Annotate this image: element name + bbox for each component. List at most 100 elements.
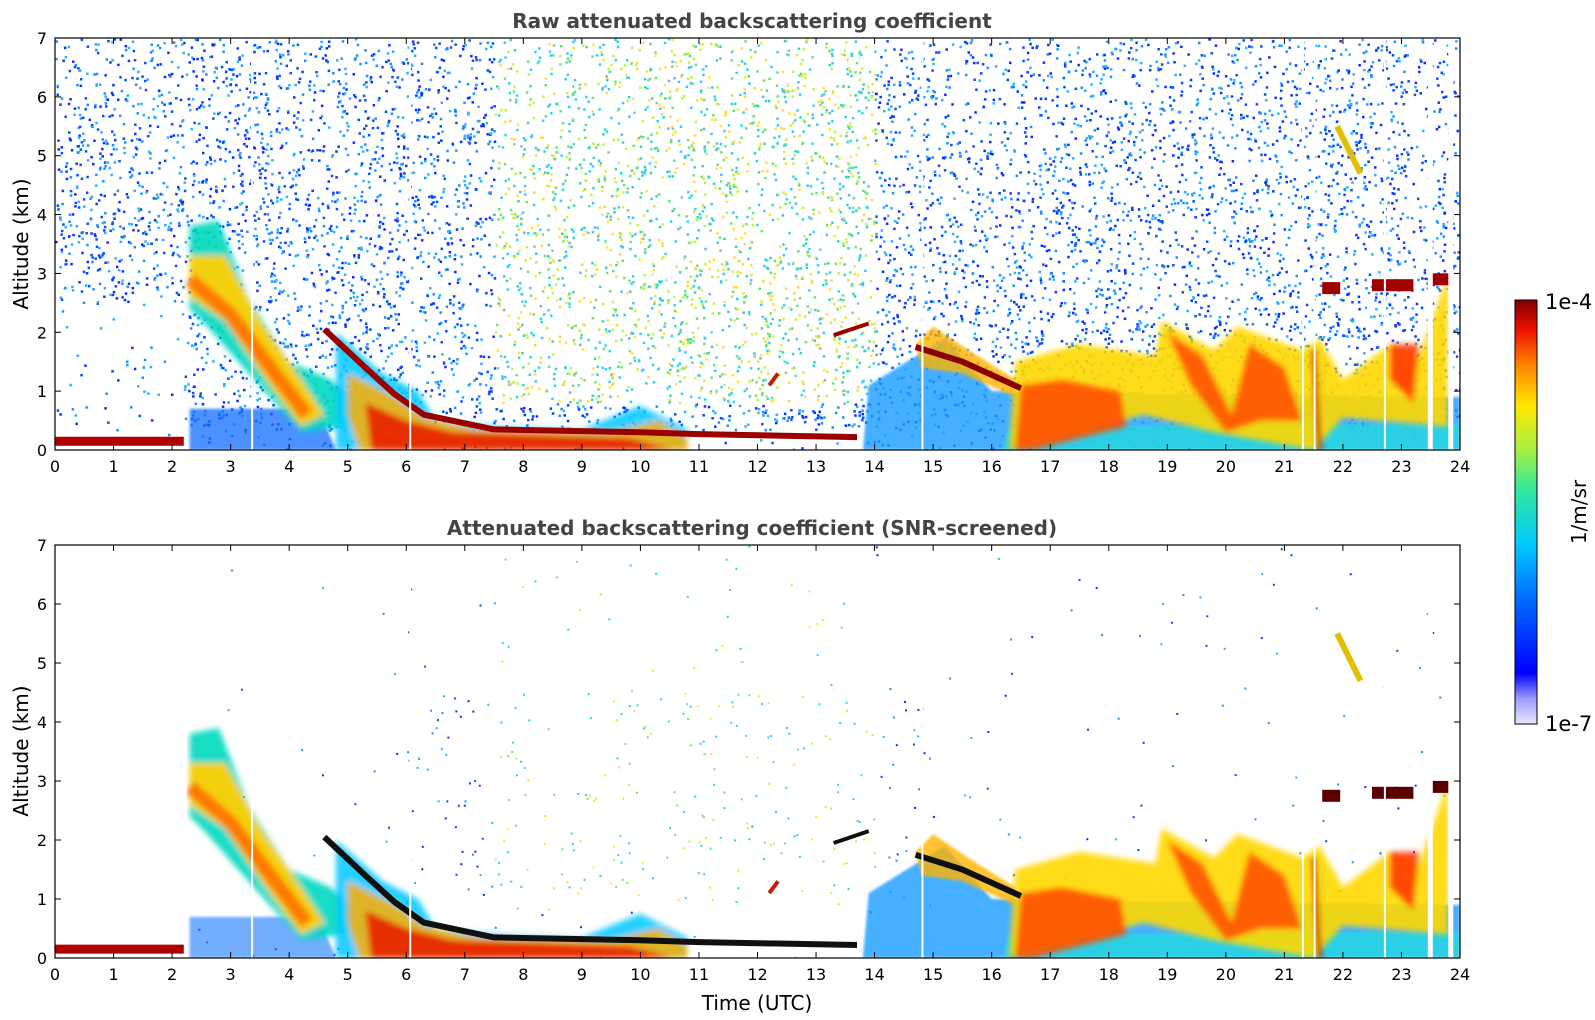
panel1-noise-speck	[543, 150, 546, 153]
panel1-noise-speck	[832, 382, 835, 385]
panel1-noise-speck	[386, 273, 389, 276]
panel1-noise-speck	[195, 347, 198, 351]
panel1-noise-speck	[1067, 243, 1070, 247]
panel1-noise-speck	[816, 263, 820, 267]
panel1-noise-speck	[783, 39, 787, 43]
panel1-noise-speck	[1266, 278, 1269, 281]
panel1-noise-speck	[889, 279, 892, 282]
panel1-noise-speck	[881, 308, 885, 312]
panel1-noise-speck	[1290, 94, 1293, 97]
panel1-noise-speck	[885, 253, 888, 257]
panel1-noise-speck	[1103, 59, 1107, 62]
panel1-noise-speck	[1153, 183, 1157, 187]
panel1-noise-speck	[1007, 314, 1010, 317]
panel1-noise-speck	[1094, 239, 1098, 242]
panel1-noise-speck	[750, 263, 753, 267]
panel1-noise-speck	[879, 75, 883, 78]
panel1-noise-speck	[257, 263, 261, 266]
panel1-noise-speck	[901, 213, 905, 216]
panel1-noise-speck	[1316, 85, 1319, 88]
panel1-noise-speck	[881, 347, 885, 350]
panel1-noise-speck	[390, 65, 393, 69]
panel1-noise-speck	[1089, 119, 1092, 122]
panel1-noise-speck	[791, 416, 794, 419]
panel1-noise-speck	[1358, 308, 1361, 311]
panel1-noise-speck	[394, 219, 397, 222]
panel1-noise-speck	[1256, 225, 1259, 228]
panel1-noise-speck	[604, 170, 608, 173]
panel1-noise-speck	[937, 51, 941, 54]
panel1-noise-speck	[488, 243, 491, 247]
panel1-noise-speck	[1454, 329, 1457, 332]
panel1-noise-speck	[578, 300, 582, 303]
panel1-noise-speck	[811, 338, 814, 342]
panel1-noise-speck	[1365, 50, 1368, 53]
panel1-noise-speck	[856, 389, 859, 392]
panel1-noise-speck	[1199, 73, 1202, 76]
panel1-noise-speck	[376, 337, 379, 340]
panel1-noise-speck	[1272, 46, 1276, 49]
panel1-noise-speck	[1339, 298, 1343, 301]
panel1-noise-speck	[264, 182, 267, 185]
panel1-noise-speck	[532, 334, 535, 337]
panel1-noise-speck	[434, 381, 438, 384]
panel1-noise-speck	[247, 96, 250, 99]
panel1-noise-speck	[1295, 122, 1299, 126]
panel1-noise-speck	[312, 324, 315, 328]
panel1-noise-speck	[206, 161, 209, 164]
panel1-noise-speck	[940, 225, 944, 229]
panel1-noise-speck	[992, 88, 996, 92]
panel1-noise-speck	[812, 230, 815, 234]
panel1-noise-speck	[695, 425, 698, 428]
panel1-noise-speck	[1159, 278, 1162, 281]
panel1-noise-speck	[405, 229, 408, 233]
panel1-noise-speck	[228, 111, 232, 115]
panel1-noise-speck	[1022, 242, 1025, 245]
panel1-noise-speck	[1153, 157, 1156, 161]
panel1-noise-speck	[60, 250, 64, 254]
panel1-noise-speck	[1351, 301, 1354, 304]
panel1-noise-speck	[519, 190, 522, 194]
panel1-noise-speck	[723, 364, 726, 367]
panel1-noise-speck	[842, 219, 846, 222]
panel1-noise-speck	[325, 59, 328, 62]
panel1-noise-speck	[416, 91, 419, 94]
panel1-noise-speck	[1326, 263, 1329, 266]
panel1-noise-speck	[60, 233, 63, 236]
panel1-noise-speck	[362, 94, 366, 98]
panel1-noise-speck	[1398, 323, 1401, 326]
panel1-noise-speck	[618, 81, 622, 84]
panel1-noise-speck	[1085, 259, 1088, 262]
panel1-noise-speck	[188, 61, 191, 64]
panel1-noise-speck	[855, 61, 859, 65]
panel1-noise-speck	[1003, 354, 1006, 357]
panel1-noise-speck	[309, 80, 312, 83]
panel1-noise-speck	[360, 164, 363, 167]
panel1-noise-speck	[667, 344, 670, 347]
panel1-noise-speck	[249, 74, 252, 77]
panel1-noise-speck	[806, 184, 809, 187]
panel1-noise-speck	[857, 146, 860, 149]
panel1-noise-speck	[929, 300, 933, 303]
panel1-noise-speck	[433, 158, 436, 161]
panel1-noise-speck	[390, 344, 393, 347]
panel1-noise-speck	[760, 439, 763, 442]
panel1-noise-speck	[141, 376, 144, 379]
panel1-noise-speck	[1012, 82, 1015, 86]
panel1-noise-speck	[378, 305, 382, 308]
panel1-noise-speck	[200, 340, 203, 344]
panel1-noise-speck	[759, 357, 762, 360]
panel1-noise-speck	[1017, 305, 1021, 309]
panel1-noise-speck	[513, 184, 516, 188]
panel1-noise-speck	[989, 133, 992, 136]
panel1-noise-speck	[962, 118, 966, 122]
panel1-noise-speck	[1319, 284, 1323, 287]
panel1-noise-speck	[538, 271, 541, 275]
panel1-noise-speck	[1240, 93, 1244, 96]
panel1-noise-speck	[572, 230, 575, 233]
panel1-noise-speck	[832, 137, 835, 140]
panel1-noise-speck	[381, 154, 385, 158]
panel1-noise-speck	[466, 83, 470, 86]
panel1-noise-speck	[200, 356, 204, 360]
panel1-noise-speck	[1357, 327, 1361, 330]
